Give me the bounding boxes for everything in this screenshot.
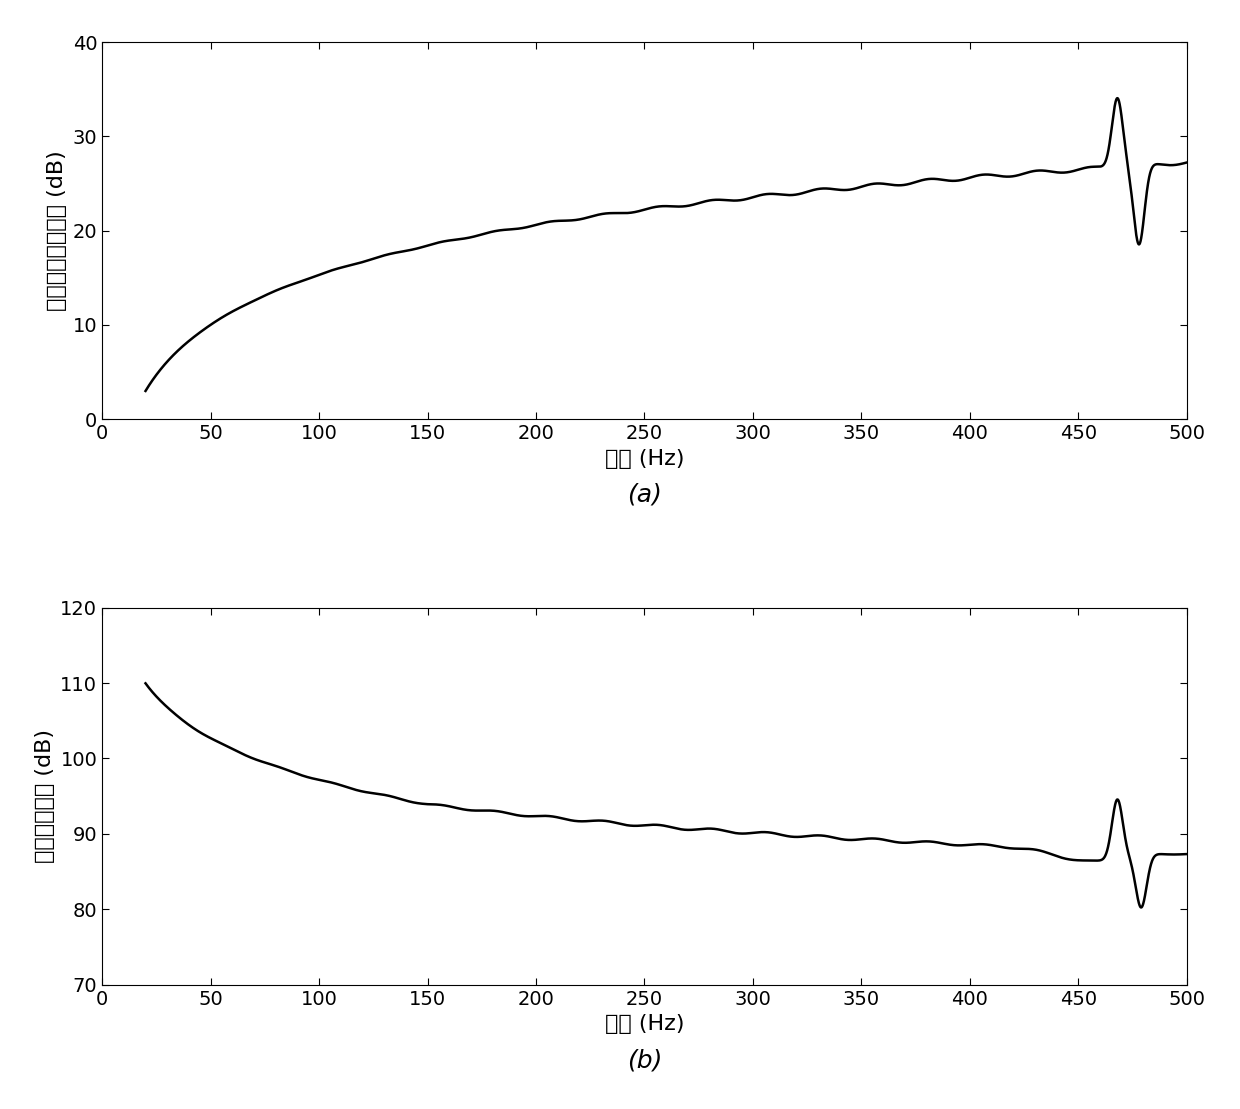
X-axis label: 频率 (Hz): 频率 (Hz) — [605, 1014, 684, 1034]
Text: (b): (b) — [626, 1048, 662, 1072]
Y-axis label: 辐射声功率级 (dB): 辐射声功率级 (dB) — [35, 729, 55, 863]
Y-axis label: 法向入射传声损失 (dB): 法向入射传声损失 (dB) — [47, 151, 67, 312]
X-axis label: 频率 (Hz): 频率 (Hz) — [605, 449, 684, 469]
Text: (a): (a) — [627, 482, 662, 507]
